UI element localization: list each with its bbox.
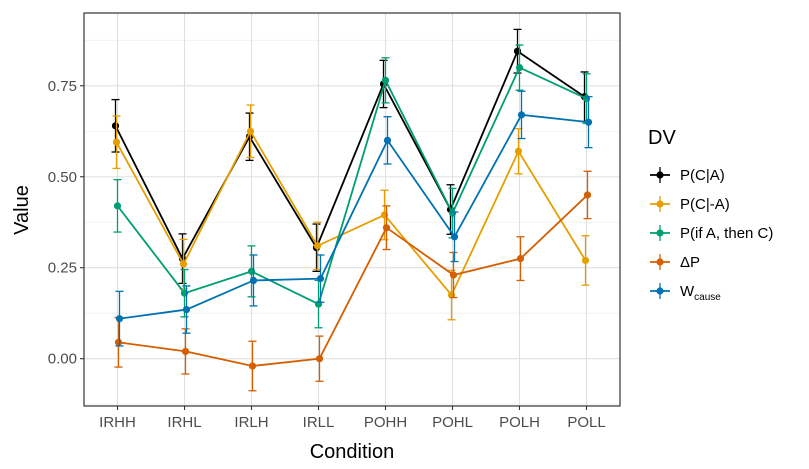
data-point — [315, 355, 324, 363]
legend-label: P(C|-A) — [680, 196, 730, 213]
data-point — [583, 191, 592, 199]
legend: DV P(C|A) P(C|-A) P(if A, then C) ΔP Wcause — [648, 127, 773, 303]
legend-key-point — [656, 229, 664, 237]
data-point — [514, 147, 523, 155]
x-tick-label: POLL — [567, 414, 605, 431]
data-point — [115, 315, 124, 323]
data-point — [182, 305, 191, 314]
legend-key-point — [656, 200, 664, 208]
data-point — [584, 118, 593, 126]
series-4 — [115, 90, 593, 347]
legend-entry: P(C|A) — [650, 167, 725, 184]
data-point — [248, 362, 257, 370]
data-point — [112, 138, 121, 146]
legend-label: P(if A, then C) — [680, 225, 773, 242]
legend-entry: Wcause — [650, 283, 721, 303]
legend-label: ΔP — [680, 254, 700, 271]
series-line — [119, 113, 589, 320]
data-point — [179, 260, 188, 268]
series-line — [114, 49, 586, 261]
data-point — [181, 347, 190, 356]
grid-lines — [84, 13, 620, 406]
data-point — [249, 276, 258, 285]
data-point — [517, 111, 526, 119]
legend-key-point — [656, 287, 664, 295]
axes: 0.00 0.25 0.50 0.75 IRHH IRHL IRLH IRLL POHH POHL… — [48, 78, 606, 431]
legend-label: Wcause — [680, 283, 721, 303]
data-point — [316, 275, 325, 283]
data-point — [383, 136, 392, 144]
y-tick-label: 0.75 — [48, 78, 77, 95]
y-tick-label: 0.50 — [48, 169, 77, 186]
data-point — [515, 63, 524, 72]
series-line — [115, 129, 587, 297]
y-axis-title: Value — [11, 185, 33, 235]
x-tick-label: POLH — [499, 414, 540, 431]
y-tick-label: 0.25 — [48, 260, 77, 277]
series-line — [116, 66, 587, 306]
legend-title: DV — [648, 127, 676, 149]
data-point — [449, 271, 458, 279]
x-tick-label: IRLH — [234, 414, 268, 431]
data-point — [516, 255, 525, 263]
data-point — [111, 122, 120, 130]
legend-label: P(C|A) — [680, 167, 725, 184]
data-point — [114, 338, 123, 346]
data-point — [450, 233, 459, 241]
x-tick-label: POHL — [432, 414, 473, 431]
legend-label-subscript: cause — [694, 292, 721, 303]
data-point — [381, 76, 390, 84]
legend-entry: P(C|-A) — [650, 196, 730, 213]
y-tick-label: 0.00 — [48, 351, 77, 368]
plot-panel-background — [84, 13, 620, 406]
legend-entry: P(if A, then C) — [650, 225, 773, 242]
legend-key-point — [656, 171, 664, 179]
x-axis-title: Condition — [310, 441, 395, 463]
legend-entry: ΔP — [650, 254, 700, 271]
x-tick-label: IRHL — [167, 414, 201, 431]
x-tick-label: POHH — [364, 414, 407, 431]
series-line — [118, 194, 589, 367]
data-point — [313, 242, 322, 250]
x-tick-label: IRHH — [99, 414, 136, 431]
data-point — [113, 202, 122, 210]
x-tick-label: IRLL — [303, 414, 335, 431]
series-3 — [114, 170, 592, 392]
data-point — [382, 224, 391, 232]
data-point — [581, 256, 590, 265]
data-point — [246, 127, 255, 135]
legend-key-point — [656, 258, 664, 266]
plot-panel-border — [83, 12, 621, 407]
series-layer — [111, 28, 593, 392]
